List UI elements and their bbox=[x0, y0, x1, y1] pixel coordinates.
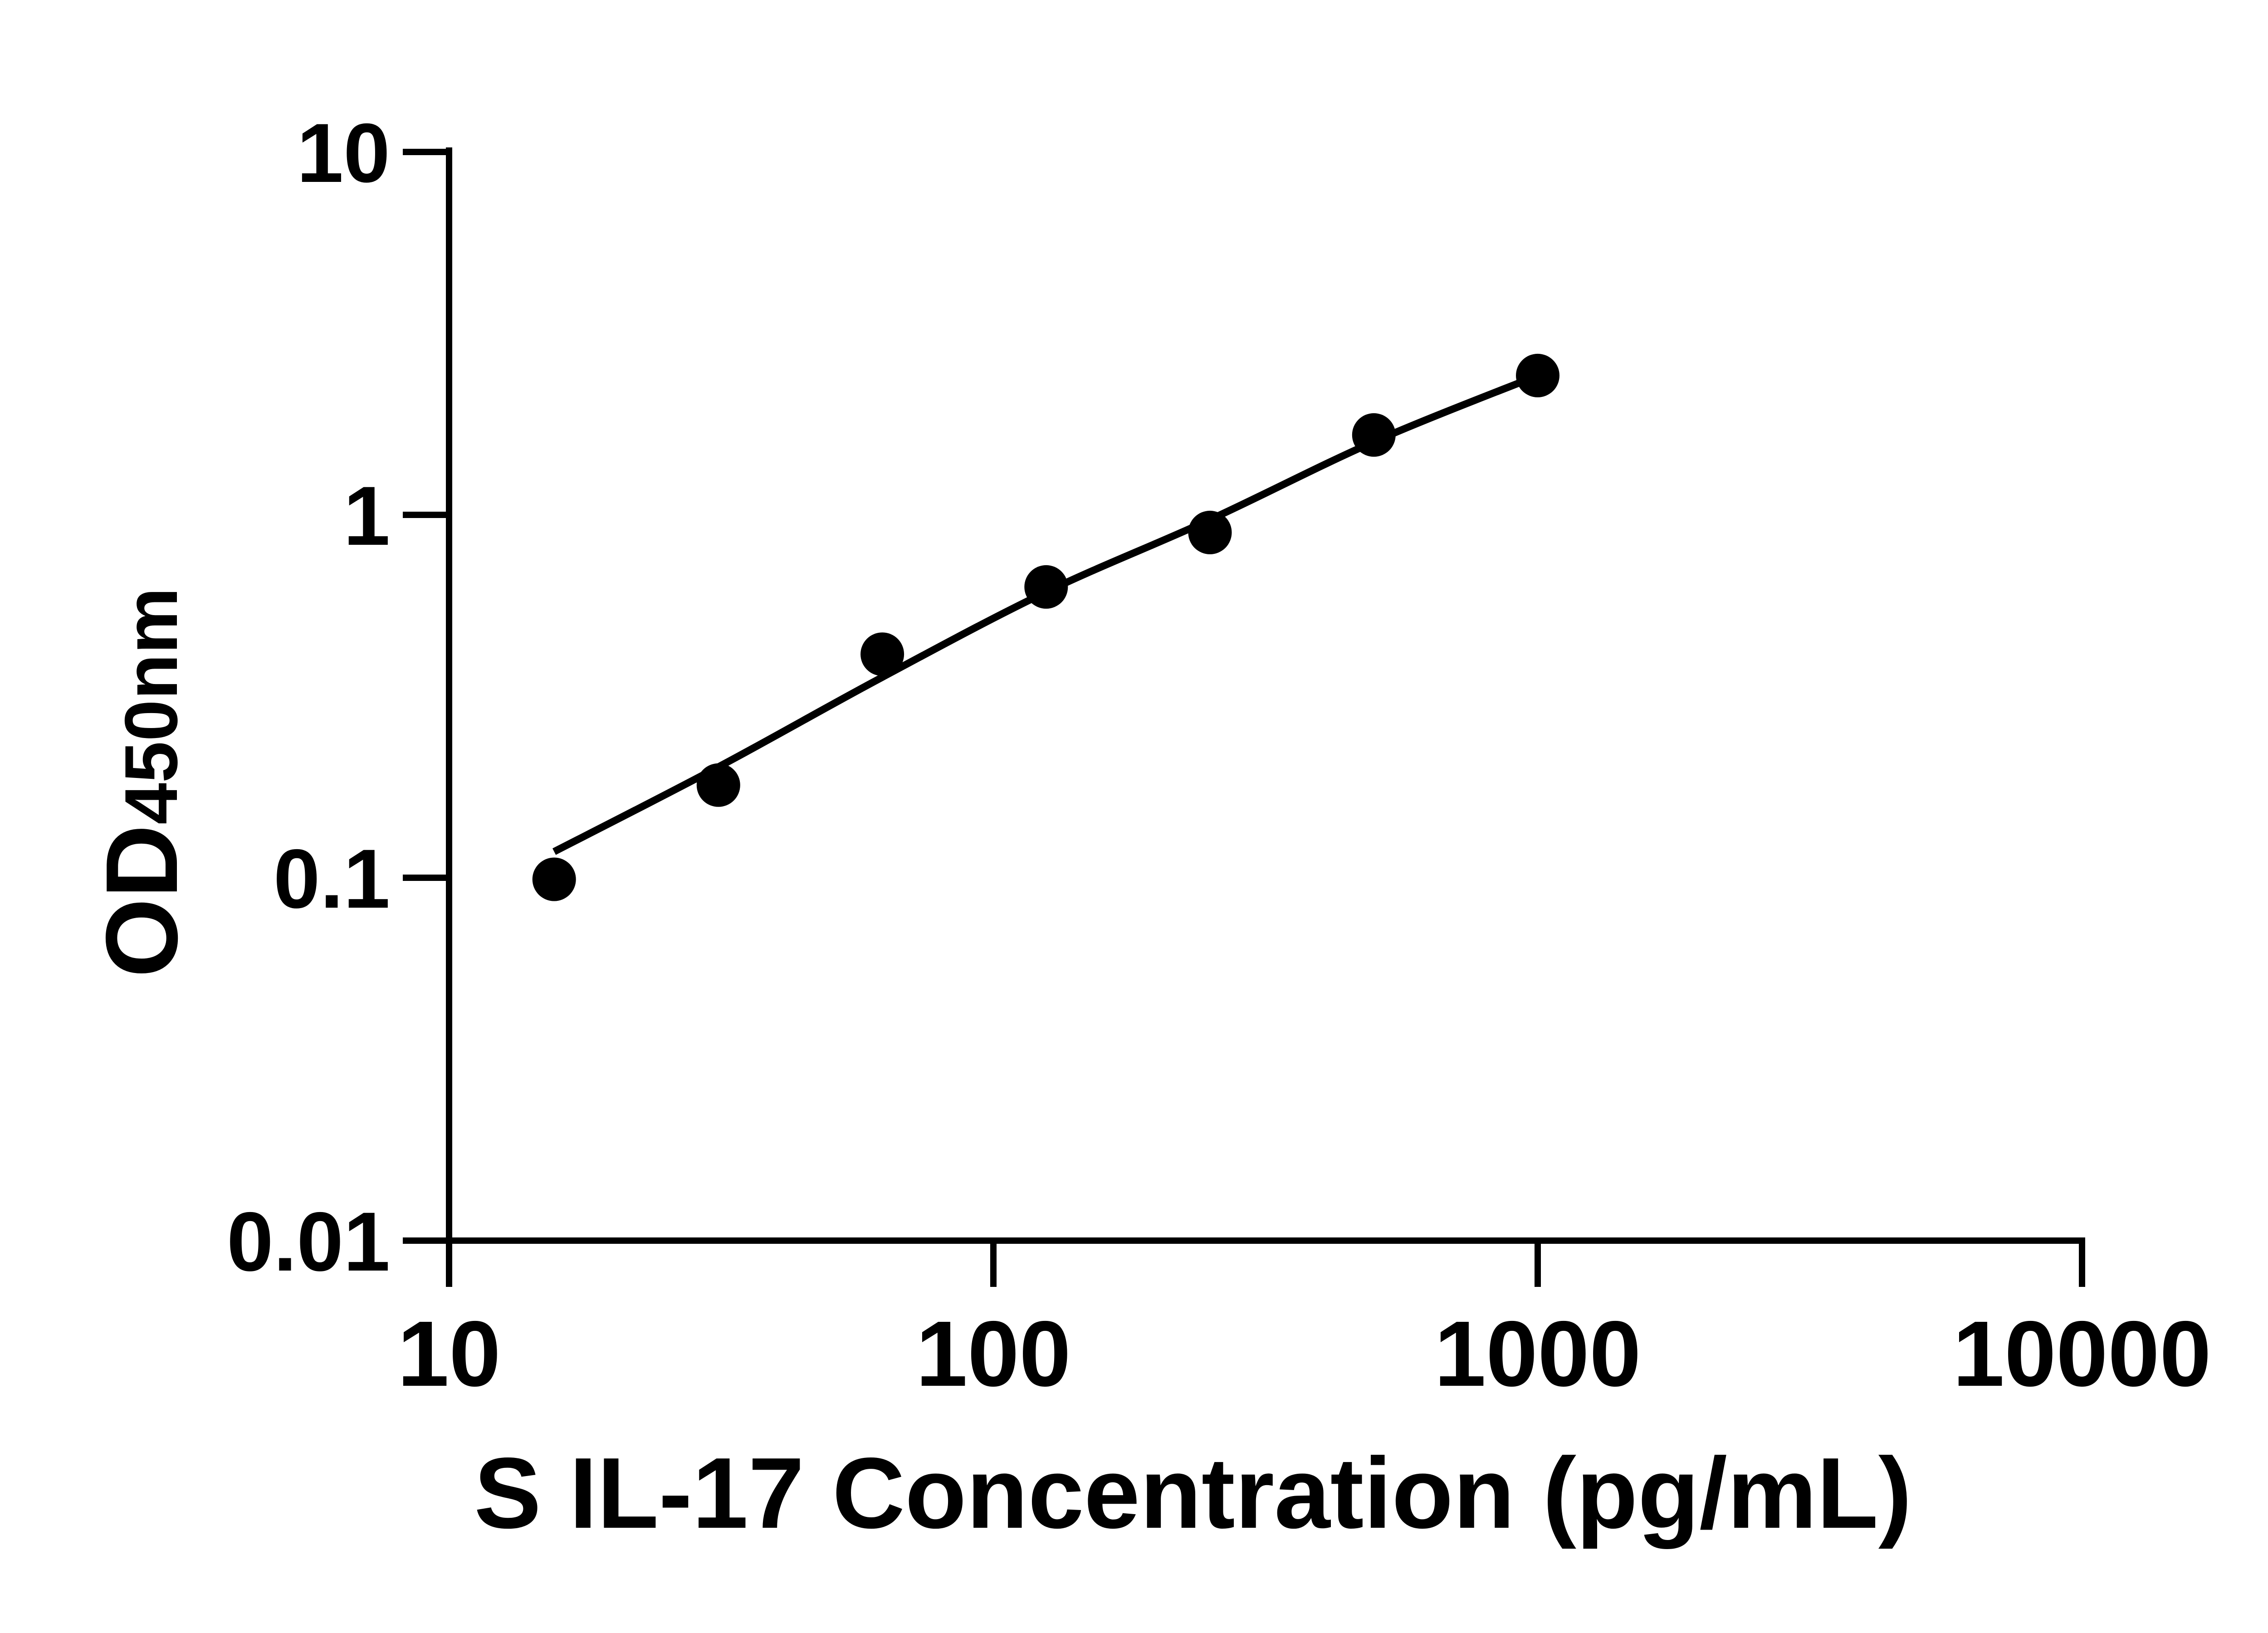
y-tick-label-0.1: 0.1 bbox=[274, 832, 390, 926]
y-tick-label-0.01: 0.01 bbox=[227, 1195, 390, 1289]
y-tick-label-10: 10 bbox=[297, 107, 390, 200]
data-point-3 bbox=[860, 632, 904, 676]
y-axis-title-main: OD bbox=[84, 825, 199, 978]
x-tick-label-10000: 10000 bbox=[1953, 1302, 2211, 1406]
y-axis-title-sub: 450nm bbox=[109, 587, 193, 825]
data-point-4 bbox=[1024, 565, 1068, 609]
x-tick-label-1000: 1000 bbox=[1434, 1302, 1641, 1406]
y-tick-label-1: 1 bbox=[343, 469, 390, 563]
data-point-1 bbox=[532, 857, 576, 901]
y-axis-title: OD450nm bbox=[84, 587, 199, 978]
data-point-2 bbox=[696, 763, 740, 807]
data-point-6 bbox=[1352, 413, 1396, 457]
x-axis-title: S IL-17 Concentration (pg/mL) bbox=[474, 1437, 1912, 1550]
x-tick-label-100: 100 bbox=[916, 1302, 1071, 1406]
data-point-5 bbox=[1188, 510, 1232, 554]
data-layer bbox=[532, 353, 1559, 901]
data-point-7 bbox=[1516, 353, 1559, 397]
x-tick-label-10: 10 bbox=[397, 1302, 501, 1406]
